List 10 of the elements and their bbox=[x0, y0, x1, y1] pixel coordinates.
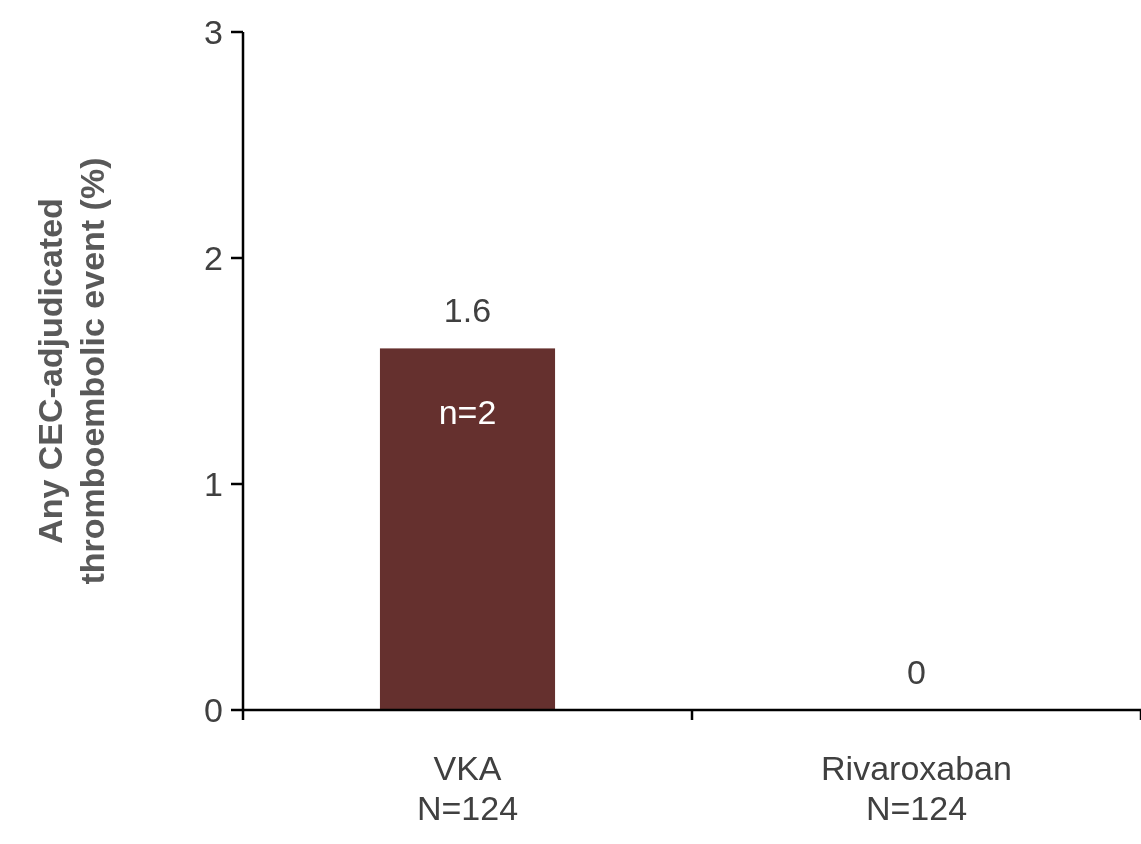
y-tick-label: 1 bbox=[204, 464, 223, 503]
data-label: 1.6 bbox=[443, 291, 492, 330]
y-tick-label: 0 bbox=[204, 690, 223, 729]
y-tick-label: 3 bbox=[204, 12, 223, 51]
x-tick-label: VKA N=124 bbox=[416, 749, 519, 827]
data-label: 0 bbox=[907, 653, 926, 691]
y-tick-label: 2 bbox=[204, 238, 223, 277]
y-axis-title: Any CEC-adjudicated thromboembolic event (%) bbox=[31, 157, 111, 585]
x-tick-label: Rivaroxaban N=124 bbox=[821, 749, 1012, 827]
annotation: n=2 bbox=[438, 393, 497, 432]
